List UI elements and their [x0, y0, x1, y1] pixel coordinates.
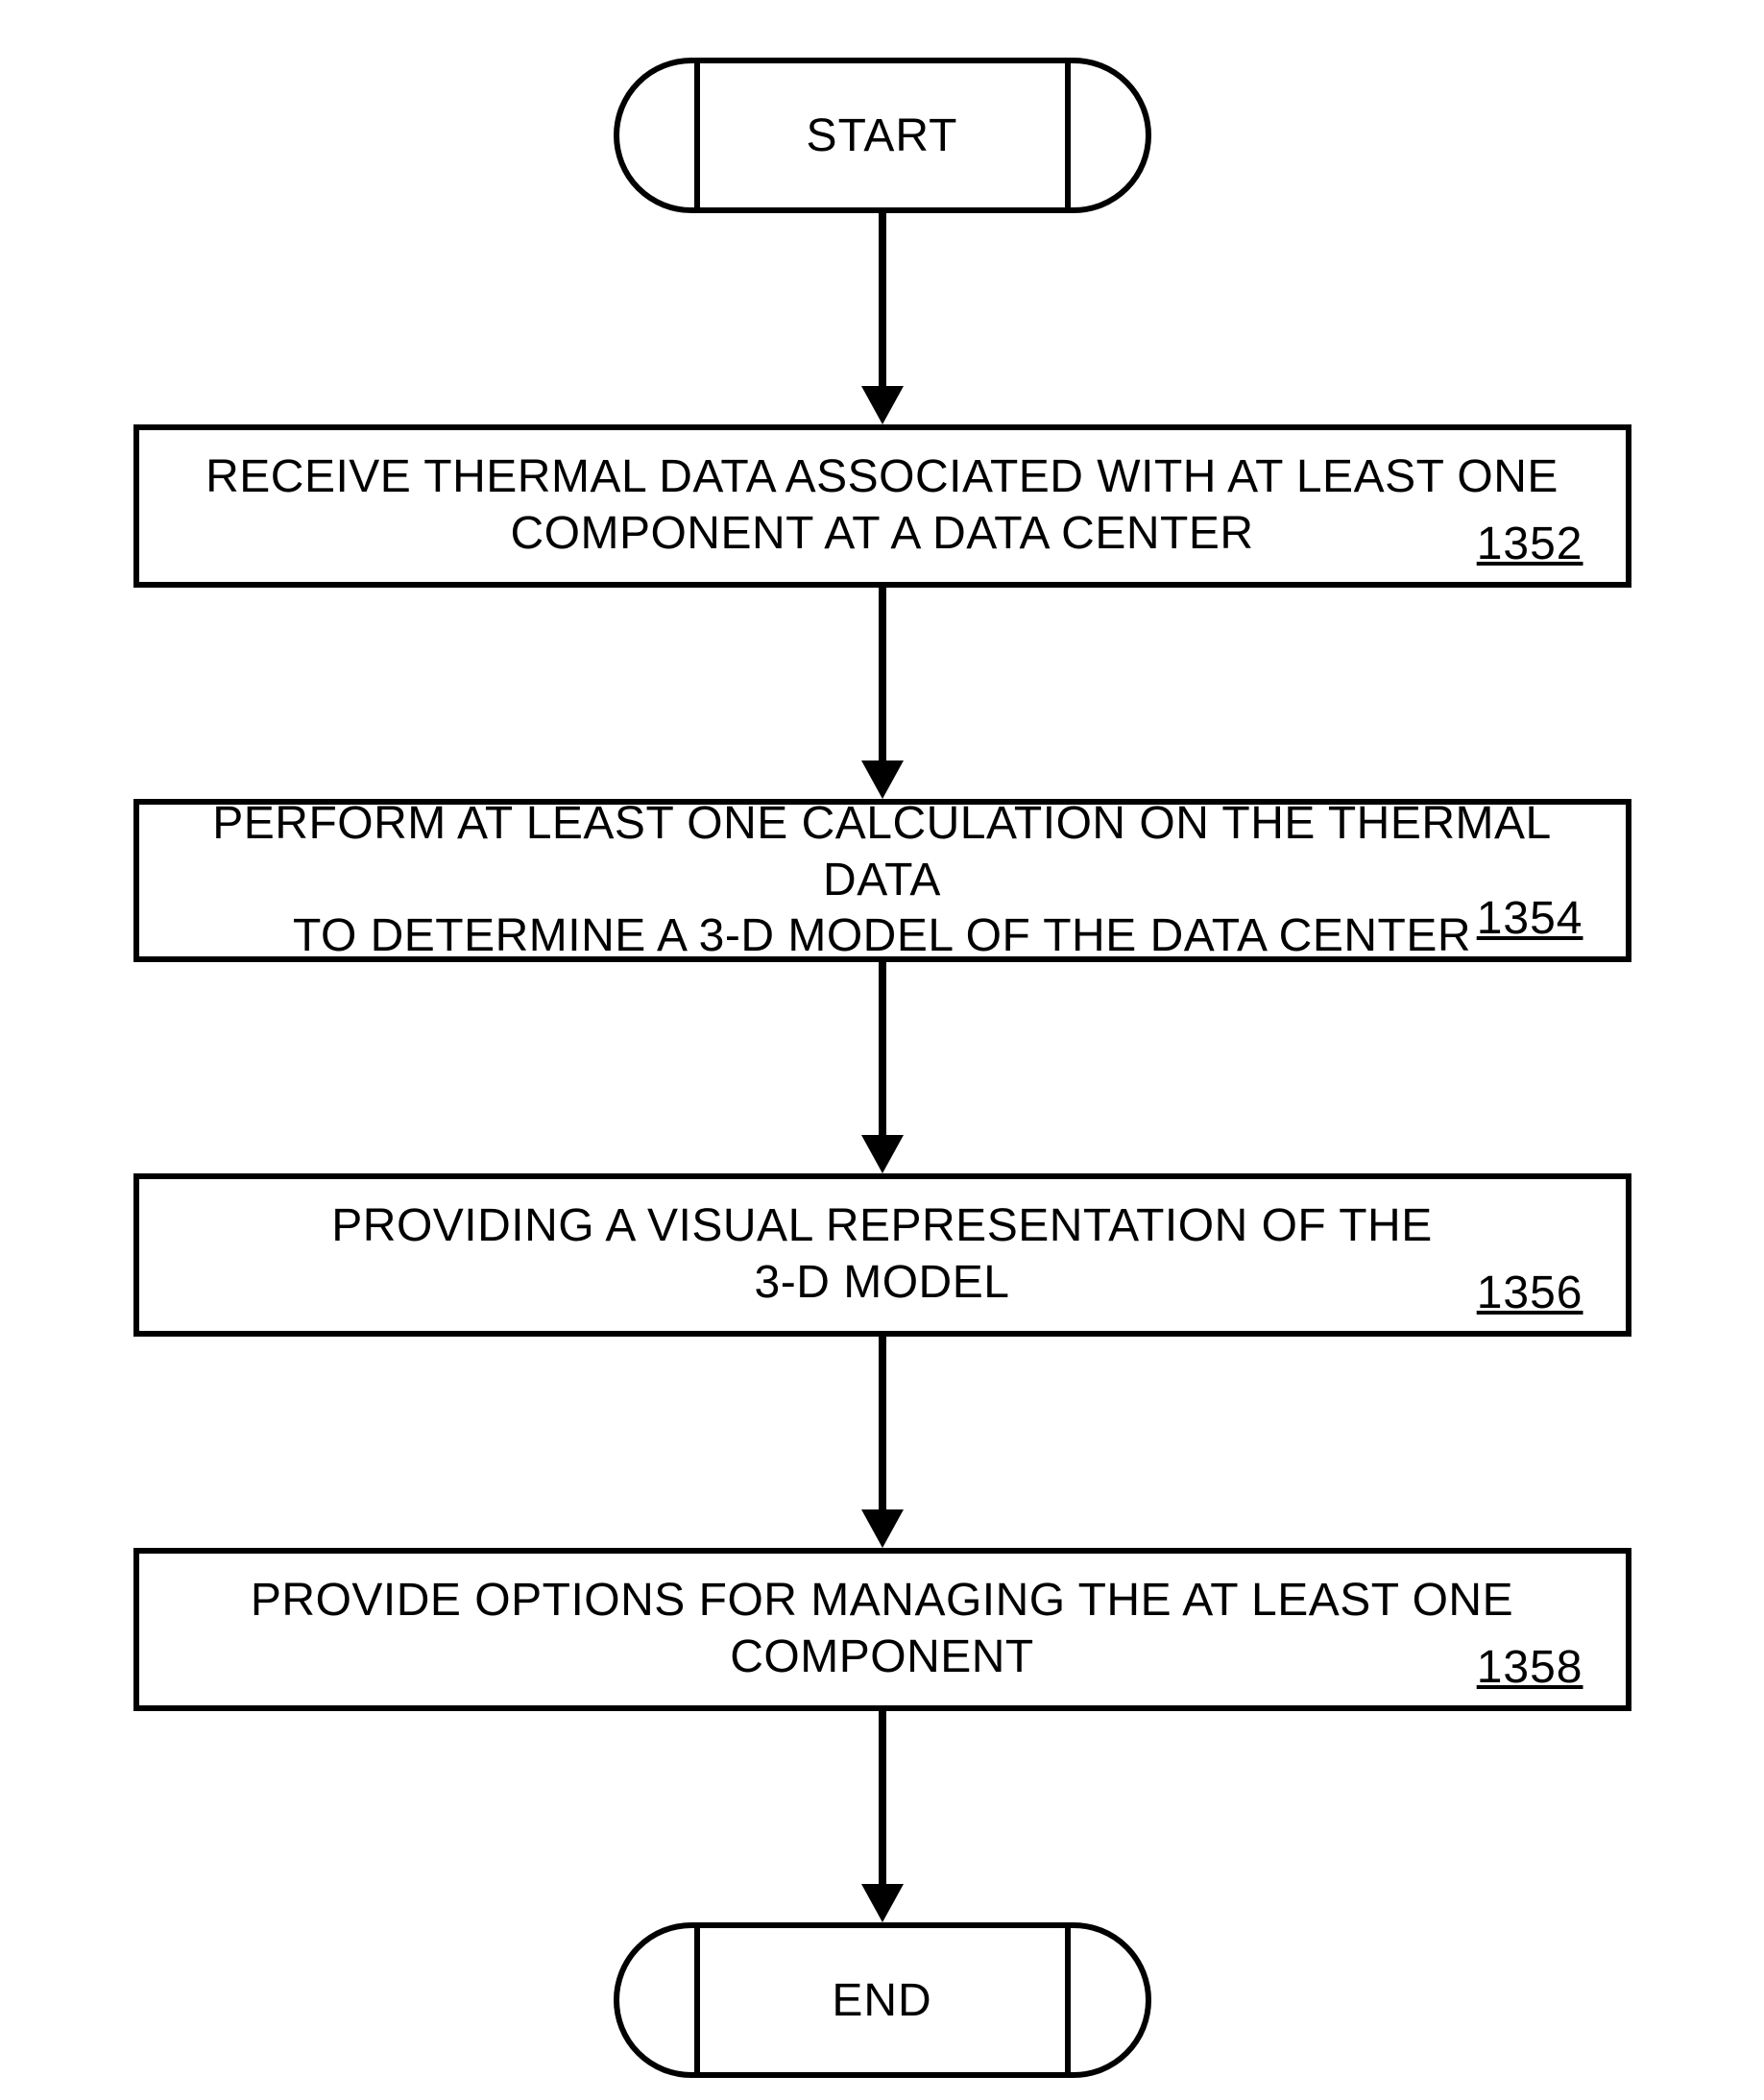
terminal-end-label: END — [832, 1974, 931, 2027]
arrow-4 — [133, 1337, 1631, 1548]
terminal-inner-line-left — [694, 63, 700, 207]
arrow-5 — [133, 1711, 1631, 1922]
process-line1: PROVIDING A VISUAL REPRESENTATION OF THE — [331, 1200, 1432, 1251]
terminal-start-label: START — [807, 109, 958, 162]
process-text: RECEIVE THERMAL DATA ASSOCIATED WITH AT … — [205, 449, 1559, 562]
process-line1: RECEIVE THERMAL DATA ASSOCIATED WITH AT … — [205, 451, 1559, 502]
ref-number: 1356 — [1477, 1267, 1583, 1319]
terminal-start: START — [614, 58, 1151, 213]
process-step-3: PROVIDING A VISUAL REPRESENTATION OF THE… — [133, 1173, 1631, 1337]
ref-number: 1354 — [1477, 892, 1583, 945]
process-step-1: RECEIVE THERMAL DATA ASSOCIATED WITH AT … — [133, 424, 1631, 588]
ref-number: 1358 — [1477, 1641, 1583, 1694]
process-line1: PERFORM AT LEAST ONE CALCULATION ON THE … — [212, 798, 1551, 905]
terminal-inner-line-right — [1065, 1928, 1071, 2072]
process-line1: PROVIDE OPTIONS FOR MANAGING THE AT LEAS… — [251, 1575, 1513, 1626]
flowchart-container: START RECEIVE THERMAL DATA ASSOCIATED WI… — [133, 58, 1631, 2078]
process-step-4: PROVIDE OPTIONS FOR MANAGING THE AT LEAS… — [133, 1548, 1631, 1711]
terminal-end: END — [614, 1922, 1151, 2078]
ref-number: 1352 — [1477, 518, 1583, 570]
terminal-inner-line-right — [1065, 63, 1071, 207]
process-line2: TO DETERMINE A 3-D MODEL OF THE DATA CEN… — [293, 910, 1471, 961]
arrow-2 — [133, 588, 1631, 799]
process-step-2: PERFORM AT LEAST ONE CALCULATION ON THE … — [133, 799, 1631, 962]
process-text: PROVIDING A VISUAL REPRESENTATION OF THE… — [331, 1198, 1432, 1311]
arrow-3 — [133, 962, 1631, 1173]
process-line2: COMPONENT AT A DATA CENTER — [510, 508, 1253, 559]
process-text: PERFORM AT LEAST ONE CALCULATION ON THE … — [178, 796, 1587, 965]
process-line2: 3-D MODEL — [755, 1257, 1010, 1308]
terminal-inner-line-left — [694, 1928, 700, 2072]
process-line2: COMPONENT — [730, 1631, 1034, 1682]
arrow-1 — [133, 213, 1631, 424]
process-text: PROVIDE OPTIONS FOR MANAGING THE AT LEAS… — [251, 1573, 1513, 1685]
